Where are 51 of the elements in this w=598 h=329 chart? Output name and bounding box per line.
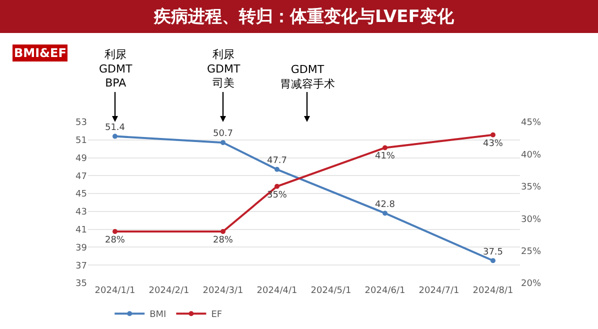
legend-label: BMI [150, 310, 166, 320]
data-label: 37.5 [482, 247, 504, 258]
point [112, 134, 118, 139]
x-tick-label: 2024/7/1 [418, 286, 460, 296]
x-tick-label: 2024/5/1 [310, 286, 352, 296]
point [382, 145, 388, 150]
point [274, 184, 280, 189]
x-tick-label: 2024/4/1 [256, 286, 298, 296]
point [220, 140, 226, 146]
point [220, 228, 226, 234]
y-tick-label: 35 [76, 279, 87, 290]
data-label: 28% [212, 235, 234, 246]
annotation: 利尿 GDMT 司美 [207, 48, 240, 90]
data-label: 35% [266, 190, 288, 200]
legend-label: EF [211, 310, 222, 320]
y-tick-label: 41 [76, 225, 87, 236]
y2-tick-label: 20% [521, 279, 542, 290]
y2-tick-label: 45% [521, 118, 542, 128]
y-tick-label: 43 [76, 208, 87, 218]
y-tick-label: 45 [76, 190, 87, 200]
text: GDMT 胃减容手术 [280, 63, 335, 90]
data-label: 41% [374, 152, 396, 162]
data-label: 42.8 [374, 200, 396, 210]
y2-tick-label: 40% [521, 150, 542, 160]
point [490, 132, 496, 138]
y2-tick-label: 30% [521, 214, 542, 225]
x-tick-label: 2024/3/1 [202, 286, 244, 296]
y-tick-label: 37 [76, 261, 87, 272]
data-label: 50.7 [212, 129, 234, 140]
y-tick-label: 39 [76, 243, 88, 254]
x-tick-label: 2024/6/1 [364, 286, 406, 296]
x-tick-label: 2024/8/1 [472, 286, 514, 296]
y-tick-label: 49 [76, 154, 88, 164]
point [112, 228, 118, 234]
annotation: 利尿 GDMT BPA [99, 48, 132, 90]
point [490, 258, 496, 264]
chart-subtitle: BMI&EF [14, 46, 66, 60]
y-tick-label: 51 [76, 136, 87, 146]
point [274, 166, 280, 172]
data-label: 47.7 [266, 156, 288, 166]
y2-tick-label: 35% [521, 182, 542, 193]
y-tick-label: 47 [76, 172, 87, 182]
chart-title: 疾病进程、转归：体重变化与LVEF变化 [153, 7, 455, 27]
y2-tick-label: 25% [521, 246, 542, 257]
point [382, 210, 388, 216]
data-label: 51.4 [104, 122, 126, 133]
y-tick-label: 53 [76, 118, 87, 128]
x-tick-label: 2024/1/1 [94, 286, 136, 296]
data-label: 43% [482, 138, 504, 149]
x-tick-label: 2024/2/1 [148, 286, 190, 296]
data-label: 28% [104, 235, 126, 246]
